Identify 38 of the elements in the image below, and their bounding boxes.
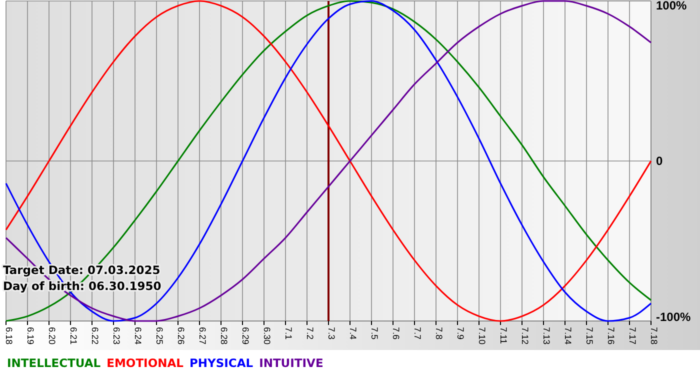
x-tick-label: 7.17 xyxy=(627,327,638,345)
x-tick-label: 7.13 xyxy=(541,327,552,345)
x-tick-label: 6.28 xyxy=(218,327,229,345)
x-tick-label: 7.7 xyxy=(412,327,422,340)
x-tick-label: 6.18 xyxy=(4,327,14,345)
x-tick-label: 6.29 xyxy=(240,327,250,345)
x-tick-label: 7.3 xyxy=(326,327,336,340)
x-tick-label: 6.24 xyxy=(132,327,143,345)
y-tick-label: 100% xyxy=(656,0,688,12)
x-tick-label: 6.19 xyxy=(25,327,36,345)
x-tick-label: 7.14 xyxy=(562,327,573,345)
x-tick-label: 6.22 xyxy=(90,327,100,345)
x-tick-label: 6.25 xyxy=(154,327,164,345)
x-tick-label: 7.6 xyxy=(390,327,401,340)
x-tick-label: 7.1 xyxy=(283,327,294,340)
x-tick-label: 7.12 xyxy=(520,327,530,345)
x-tick-label: 7.18 xyxy=(648,327,659,345)
x-tick-label: 7.15 xyxy=(584,327,594,345)
x-tick-label: 7.9 xyxy=(455,327,466,340)
x-tick-label: 7.2 xyxy=(304,327,315,340)
x-tick-label: 6.23 xyxy=(111,327,122,345)
x-tick-label: 6.27 xyxy=(197,327,208,345)
text: EMOTIONAL xyxy=(106,356,184,370)
x-tick-label: 7.4 xyxy=(348,327,358,340)
text: INTUITIVE xyxy=(259,356,324,370)
x-tick-label: 7.5 xyxy=(369,327,380,340)
x-tick-label: 6.20 xyxy=(46,327,57,345)
text: INTELLECTUAL xyxy=(7,356,102,370)
x-tick-label: 7.10 xyxy=(476,327,487,345)
y-tick-label: -100% xyxy=(656,310,692,324)
x-tick-label: 7.16 xyxy=(606,327,616,345)
text: PHYSICAL xyxy=(189,356,254,370)
x-tick-label: 7.11 xyxy=(498,327,508,344)
y-tick-label: 0 xyxy=(656,154,663,168)
x-tick-label: 6.26 xyxy=(176,327,186,345)
x-tick-label: 6.30 xyxy=(262,327,272,345)
x-tick-label: 6.21 xyxy=(68,327,78,345)
x-tick-label: 7.8 xyxy=(434,327,444,340)
